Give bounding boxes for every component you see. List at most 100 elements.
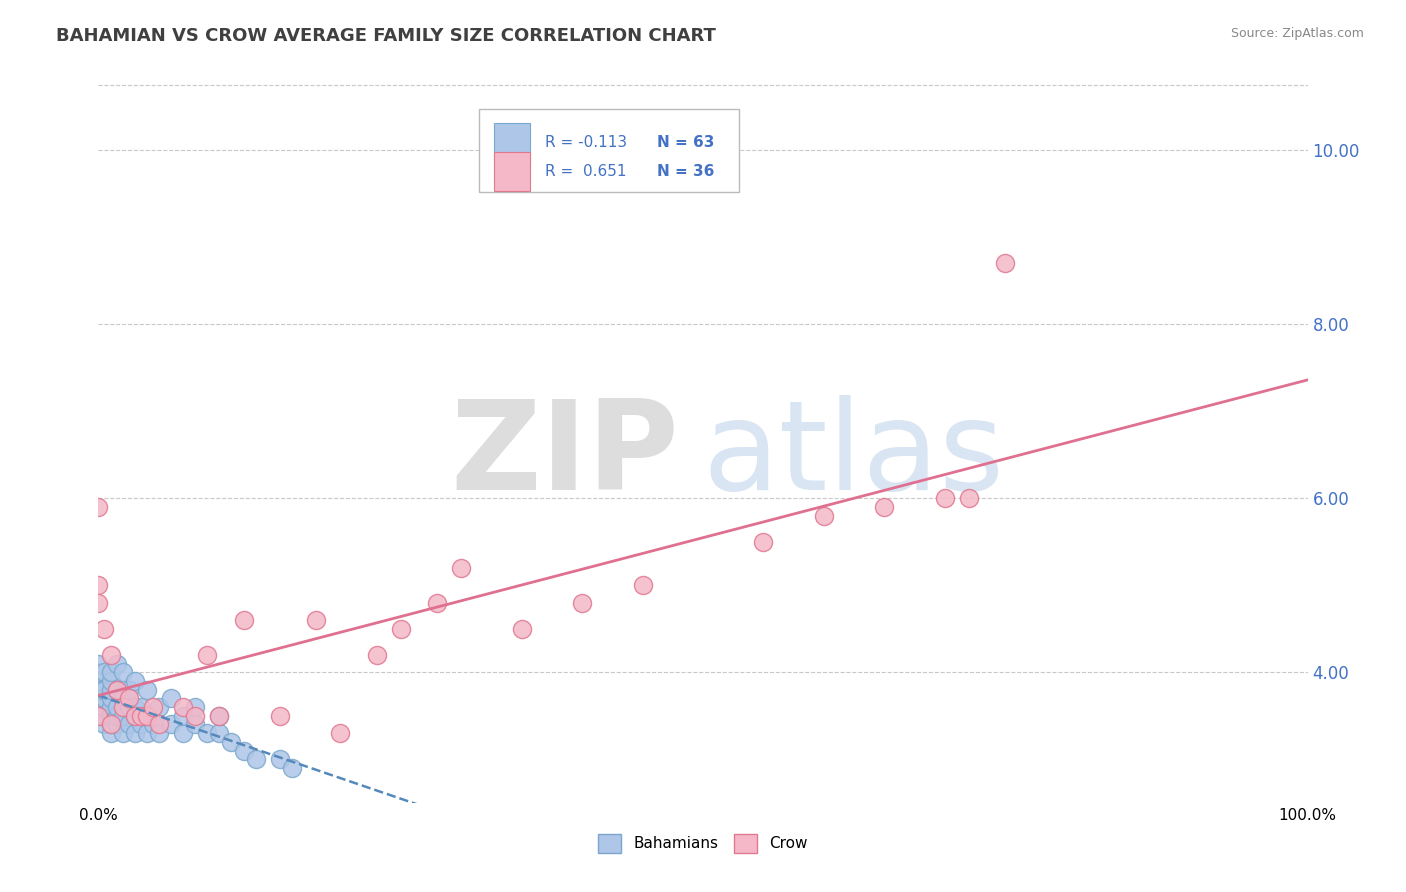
Point: [105, 682, 128, 697]
Point: [957, 491, 980, 505]
Point: [135, 708, 157, 723]
Point: [195, 726, 218, 740]
Point: [93, 708, 115, 723]
Point: [105, 682, 128, 697]
Point: [93, 682, 115, 697]
Point: [142, 700, 165, 714]
Text: Source: ZipAtlas.com: Source: ZipAtlas.com: [1230, 27, 1364, 40]
Point: [129, 708, 152, 723]
Point: [135, 726, 157, 740]
Point: [184, 700, 207, 714]
Point: [100, 665, 122, 680]
Point: [221, 735, 243, 749]
Point: [269, 752, 291, 766]
Point: [87, 665, 110, 680]
Point: [208, 708, 231, 723]
Point: [100, 717, 122, 731]
Point: [184, 717, 207, 731]
Point: [93, 665, 115, 680]
Point: [510, 622, 533, 636]
Point: [118, 700, 141, 714]
Point: [160, 691, 183, 706]
Point: [87, 682, 110, 697]
Point: [148, 700, 170, 714]
Point: [105, 700, 128, 714]
Point: [87, 500, 110, 514]
Text: R =  0.651: R = 0.651: [544, 164, 626, 179]
Point: [105, 657, 128, 671]
Point: [87, 578, 110, 592]
Point: [111, 700, 134, 714]
Point: [160, 717, 183, 731]
Point: [87, 596, 110, 610]
Point: [87, 700, 110, 714]
Point: [148, 726, 170, 740]
Text: BAHAMIAN VS CROW AVERAGE FAMILY SIZE CORRELATION CHART: BAHAMIAN VS CROW AVERAGE FAMILY SIZE COR…: [56, 27, 716, 45]
Point: [87, 673, 110, 688]
Point: [118, 682, 141, 697]
Text: N = 36: N = 36: [657, 164, 714, 179]
Point: [195, 648, 218, 662]
Point: [571, 596, 593, 610]
Point: [129, 717, 152, 731]
Point: [124, 708, 146, 723]
Point: [87, 708, 110, 723]
FancyBboxPatch shape: [494, 122, 530, 162]
Legend: Bahamians, Crow: Bahamians, Crow: [591, 826, 815, 860]
Point: [148, 717, 170, 731]
Point: [172, 700, 194, 714]
Point: [269, 708, 291, 723]
Point: [118, 691, 141, 706]
Point: [118, 717, 141, 731]
Point: [87, 682, 110, 697]
Point: [184, 708, 207, 723]
Point: [208, 708, 231, 723]
Point: [87, 673, 110, 688]
Point: [172, 708, 194, 723]
Point: [994, 256, 1017, 270]
Point: [389, 622, 412, 636]
Point: [87, 691, 110, 706]
Point: [934, 491, 956, 505]
Point: [93, 717, 115, 731]
Point: [172, 726, 194, 740]
Point: [93, 691, 115, 706]
Point: [87, 657, 110, 671]
Point: [124, 700, 146, 714]
Point: [100, 682, 122, 697]
Point: [208, 726, 231, 740]
Point: [232, 743, 254, 757]
Point: [124, 708, 146, 723]
Point: [450, 561, 472, 575]
FancyBboxPatch shape: [494, 152, 530, 192]
Point: [111, 708, 134, 723]
Point: [100, 673, 122, 688]
Text: ZIP: ZIP: [450, 395, 679, 516]
Point: [100, 708, 122, 723]
Point: [232, 613, 254, 627]
Point: [245, 752, 267, 766]
Point: [111, 691, 134, 706]
Point: [100, 708, 122, 723]
Point: [129, 700, 152, 714]
Text: R = -0.113: R = -0.113: [544, 135, 627, 150]
Point: [135, 682, 157, 697]
Point: [100, 648, 122, 662]
Point: [305, 613, 328, 627]
Point: [111, 726, 134, 740]
Point: [873, 500, 896, 514]
Text: atlas: atlas: [703, 395, 1005, 516]
Point: [93, 700, 115, 714]
Point: [124, 673, 146, 688]
Point: [100, 700, 122, 714]
Point: [100, 717, 122, 731]
Point: [100, 691, 122, 706]
Point: [329, 726, 352, 740]
Point: [135, 708, 157, 723]
Point: [105, 717, 128, 731]
Point: [87, 708, 110, 723]
Text: N = 63: N = 63: [657, 135, 714, 150]
FancyBboxPatch shape: [479, 109, 740, 193]
Point: [281, 761, 304, 775]
Point: [142, 717, 165, 731]
